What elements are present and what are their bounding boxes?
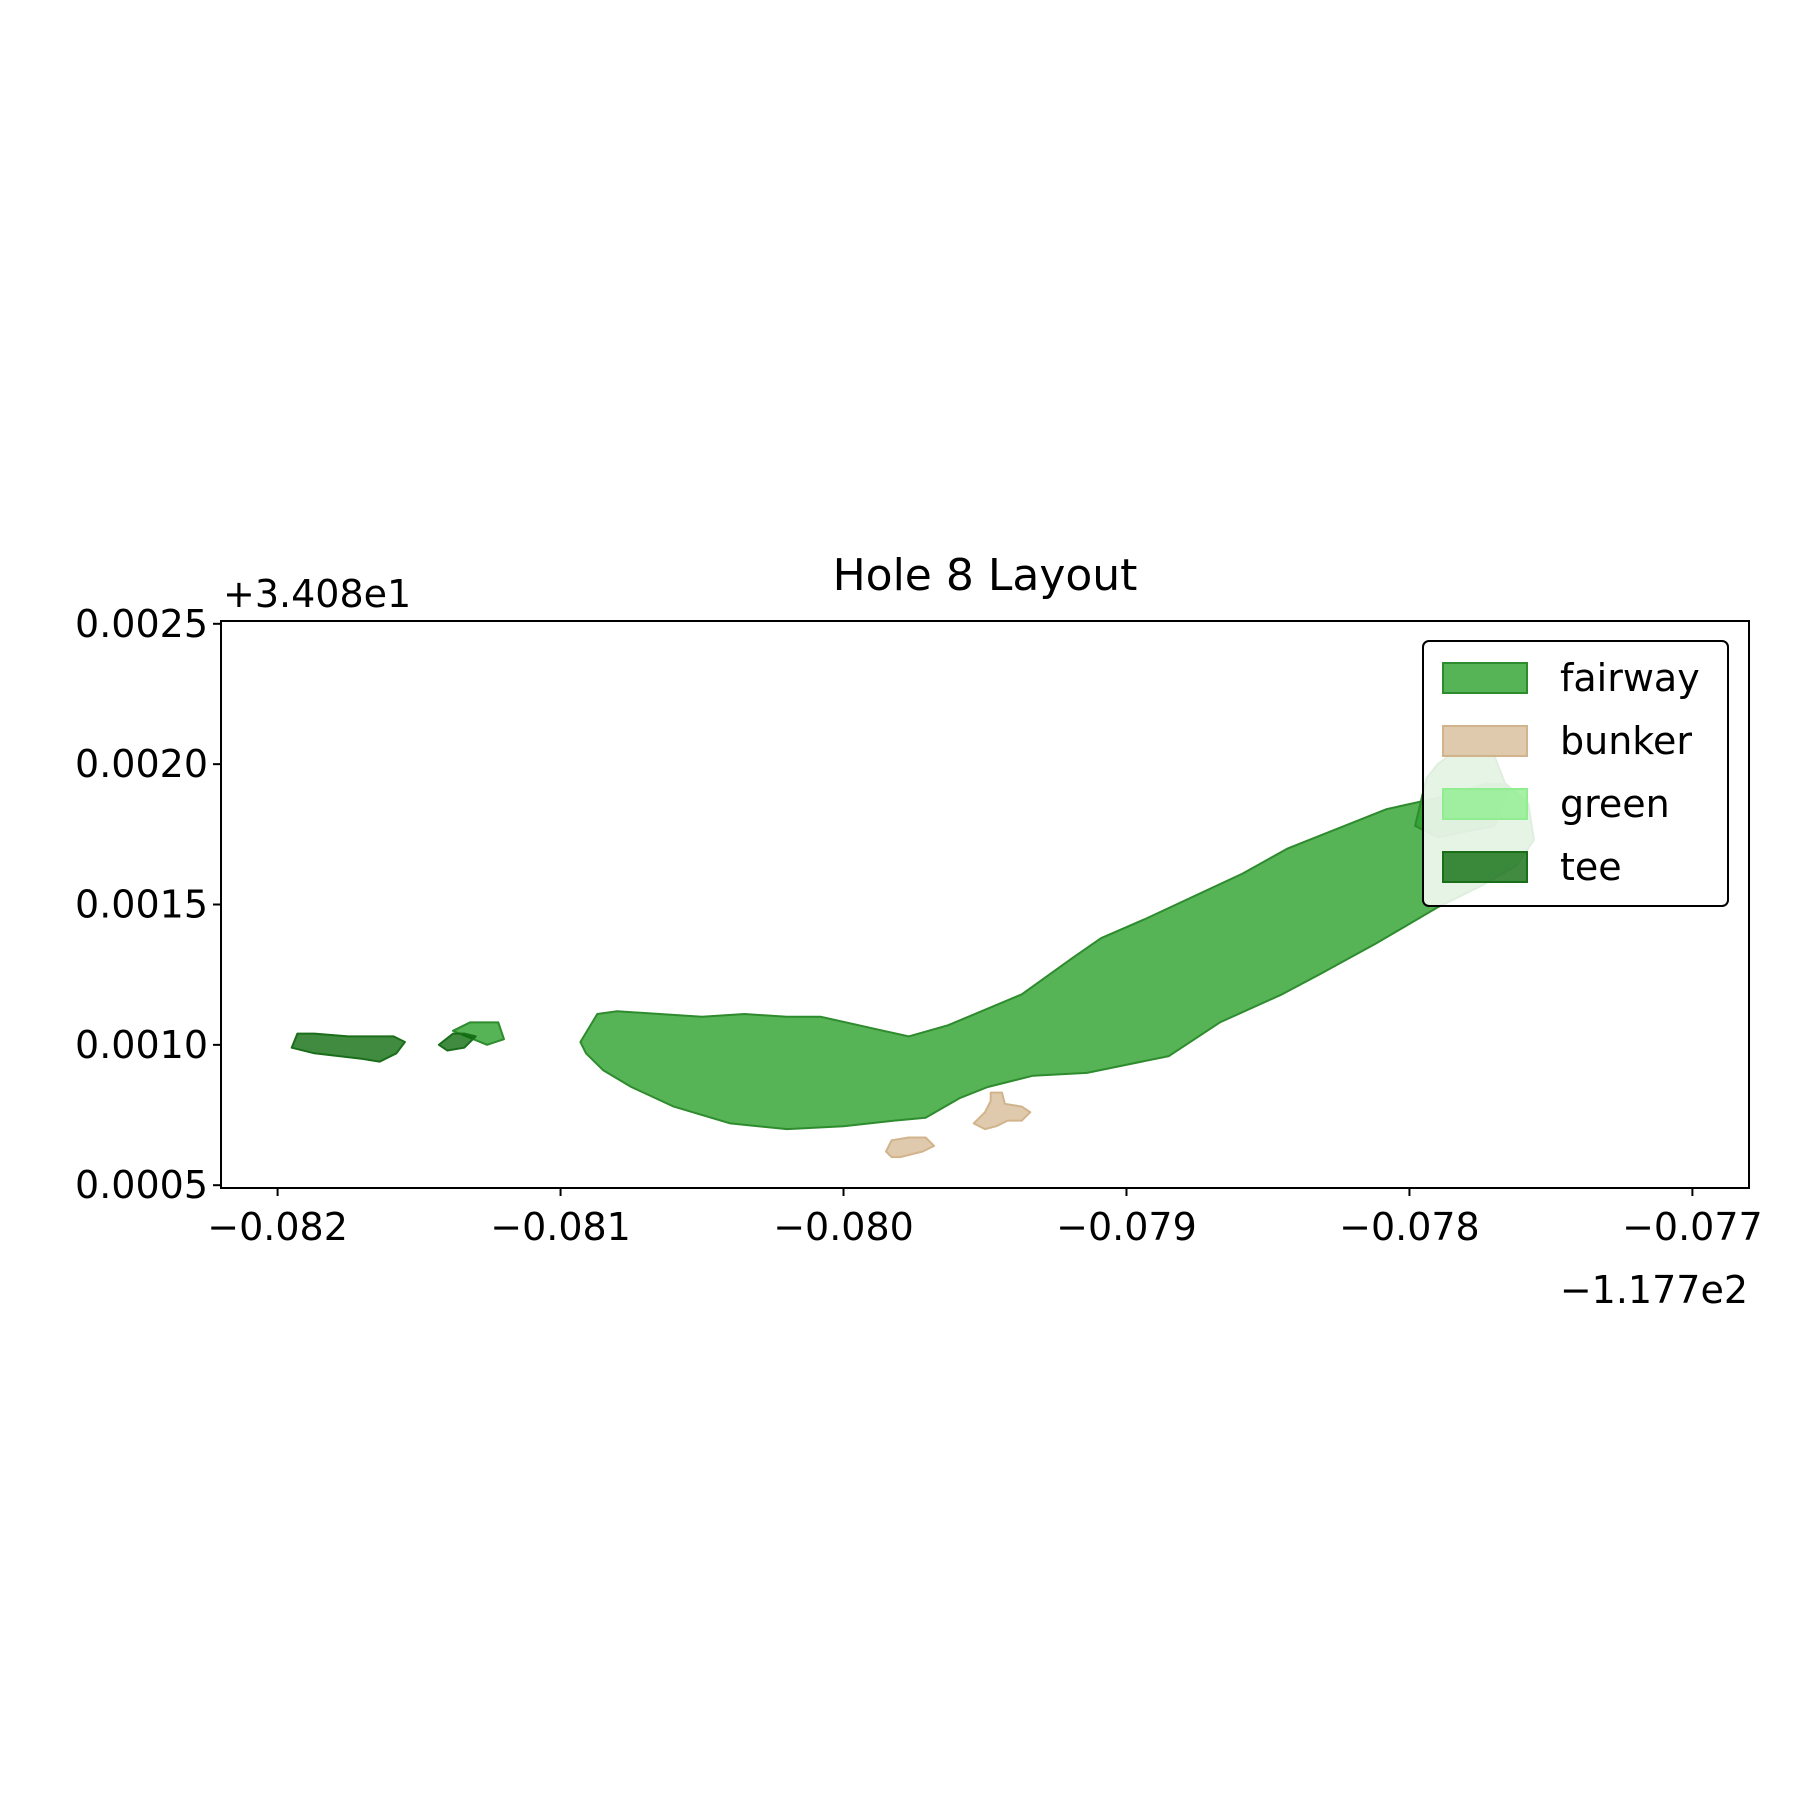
y-tick-label: 0.0015 <box>75 883 208 927</box>
x-axis-ticks: −0.082 −0.081 −0.080 −0.079 −0.078 −0.077 <box>207 1188 1763 1249</box>
legend-label-fairway: fairway <box>1560 656 1700 700</box>
tee-polygon-2 <box>437 1032 477 1052</box>
y-offset-label: +3.408e1 <box>223 572 411 616</box>
legend-label-tee: tee <box>1560 845 1622 889</box>
plot-frame <box>220 620 1750 1189</box>
x-tick-label: −0.082 <box>207 1205 348 1249</box>
legend-swatch-tee <box>1442 851 1528 883</box>
x-tick-label: −0.080 <box>773 1205 914 1249</box>
legend-swatch-green <box>1442 788 1528 820</box>
x-tick-label: −0.081 <box>490 1205 631 1249</box>
legend-label-green: green <box>1560 782 1670 826</box>
fairway-polygon-3 <box>452 1021 505 1046</box>
chart-title: Hole 8 Layout <box>833 550 1138 601</box>
legend-swatch-bunker <box>1442 725 1528 757</box>
legend: fairway bunker green tee <box>1422 640 1729 907</box>
x-offset-label: −1.177e2 <box>1560 1268 1748 1312</box>
legend-box <box>1422 640 1729 907</box>
x-tick-label: −0.079 <box>1056 1205 1197 1249</box>
y-tick-label: 0.0020 <box>75 742 208 786</box>
x-tick-label: −0.078 <box>1339 1205 1480 1249</box>
bunker-polygon-1 <box>885 1136 936 1159</box>
y-tick-label: 0.0025 <box>75 602 208 646</box>
y-axis-ticks: 0.0005 0.0010 0.0015 0.0020 0.0025 <box>75 602 221 1207</box>
legend-label-bunker: bunker <box>1560 719 1692 763</box>
y-tick-label: 0.0005 <box>75 1163 208 1207</box>
y-tick-label: 0.0010 <box>75 1023 208 1067</box>
bunker-polygon-2 <box>972 1091 1032 1131</box>
legend-swatch-fairway <box>1442 662 1528 694</box>
tee-polygon-1 <box>290 1032 406 1063</box>
x-tick-label: −0.077 <box>1622 1205 1763 1249</box>
